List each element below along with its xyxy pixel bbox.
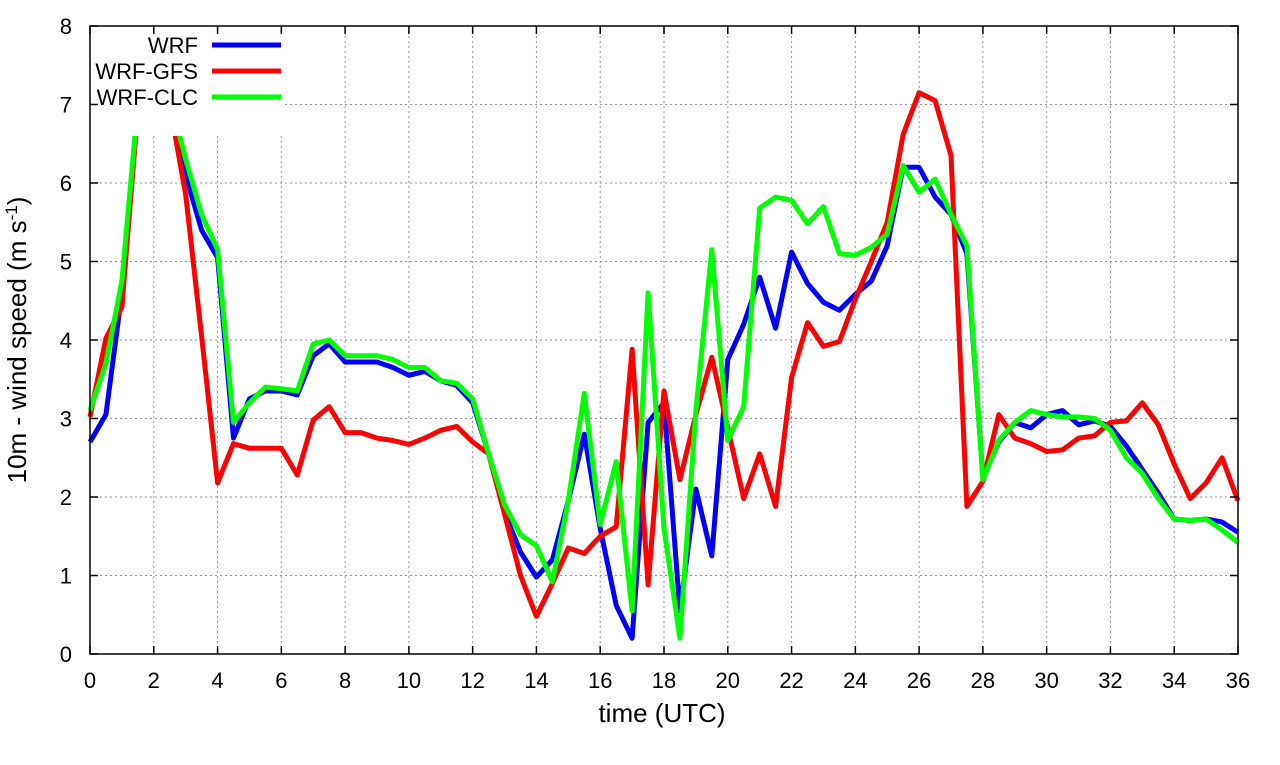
x-tick-label: 10 — [397, 668, 421, 693]
x-tick-label: 4 — [211, 668, 223, 693]
y-tick-label: 2 — [60, 485, 72, 510]
y-axis-title-superscript: -1 — [2, 205, 21, 220]
series-line-wrf-clc — [87, 94, 1240, 641]
y-axis-title: 10m - wind speed (m s-1) — [2, 197, 32, 484]
x-tick-label: 16 — [588, 668, 612, 693]
legend-label-wrf: WRF — [148, 33, 198, 58]
series-layer — [87, 74, 1241, 641]
x-tick-label: 28 — [971, 668, 995, 693]
y-tick-label: 5 — [60, 250, 72, 275]
x-tick-label: 32 — [1098, 668, 1122, 693]
series-line-wrf-gfs — [87, 74, 1241, 619]
legend-label-wrf-clc: WRF-CLC — [97, 85, 199, 110]
y-tick-label: 1 — [60, 564, 72, 589]
y-tick-label: 8 — [60, 14, 72, 39]
x-tick-label: 30 — [1034, 668, 1058, 693]
y-axis-title-end: ) — [2, 197, 32, 206]
y-tick-label: 3 — [60, 407, 72, 432]
x-tick-label: 36 — [1226, 668, 1250, 693]
x-axis-title: time (UTC) — [598, 698, 725, 728]
x-tick-label: 24 — [843, 668, 867, 693]
y-tick-label: 7 — [60, 93, 72, 118]
y-axis-title-main: 10m - wind speed (m s — [2, 220, 32, 483]
y-tick-label: 6 — [60, 171, 72, 196]
x-tick-label: 18 — [652, 668, 676, 693]
y-tick-label: 0 — [60, 642, 72, 667]
x-tick-label: 12 — [460, 668, 484, 693]
legend-label-wrf-gfs: WRF-GFS — [95, 59, 198, 84]
tick-layer: 0 2 4 6 8 10 12 14 16 18 20 22 24 26 28 30 32 34 360123456… — [60, 14, 1250, 693]
x-tick-label: 2 — [148, 668, 160, 693]
x-tick-label: 22 — [779, 668, 803, 693]
x-tick-label: 20 — [716, 668, 740, 693]
x-tick-label: 0 — [84, 668, 96, 693]
x-tick-label: 8 — [339, 668, 351, 693]
x-tick-label: 26 — [907, 668, 931, 693]
x-tick-label: 14 — [524, 668, 548, 693]
x-tick-label: 34 — [1162, 668, 1186, 693]
x-tick-label: 6 — [275, 668, 287, 693]
y-tick-label: 4 — [60, 328, 72, 353]
